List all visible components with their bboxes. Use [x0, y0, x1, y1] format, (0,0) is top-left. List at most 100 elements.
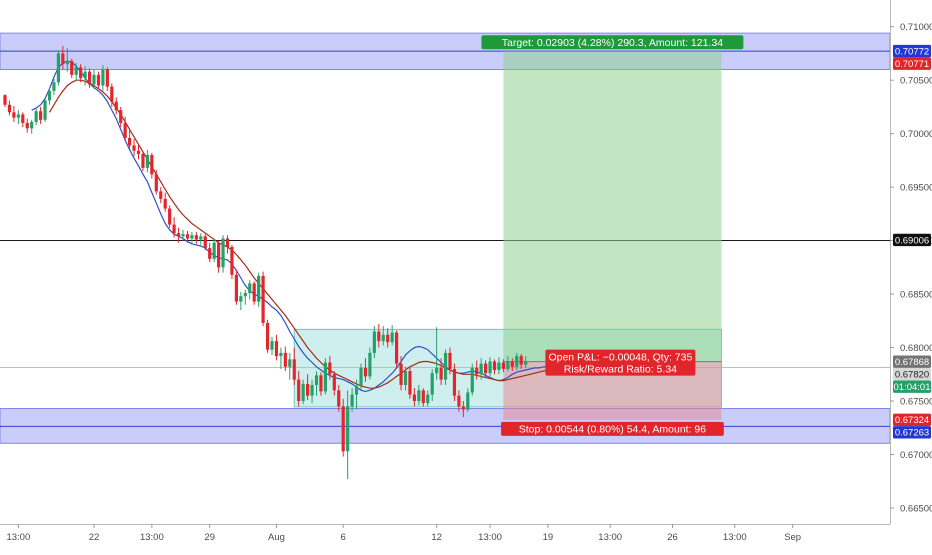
candle[interactable]	[34, 108, 38, 126]
candle[interactable]	[261, 271, 265, 327]
candle[interactable]	[421, 388, 425, 407]
candle[interactable]	[501, 359, 505, 373]
candle[interactable]	[461, 401, 465, 418]
candle[interactable]	[172, 217, 176, 238]
price-axis[interactable]: 0.710000.705000.700000.695000.690000.685…	[890, 22, 932, 514]
target-zone[interactable]	[503, 51, 722, 362]
candle[interactable]	[524, 356, 528, 368]
candle[interactable]	[328, 356, 332, 380]
candle[interactable]	[497, 357, 501, 375]
candle[interactable]	[150, 152, 154, 179]
candle[interactable]	[3, 94, 7, 107]
candle[interactable]	[283, 346, 287, 372]
candle[interactable]	[128, 130, 132, 150]
candles-layer[interactable]	[3, 45, 528, 480]
candle[interactable]	[368, 347, 372, 380]
candle[interactable]	[332, 371, 336, 396]
candle[interactable]	[208, 242, 212, 262]
candle[interactable]	[452, 363, 457, 402]
candle[interactable]	[123, 116, 127, 142]
candle[interactable]	[403, 366, 408, 391]
candle[interactable]	[323, 358, 327, 395]
candle[interactable]	[101, 65, 105, 91]
candle[interactable]	[181, 229, 185, 241]
candle[interactable]	[105, 67, 109, 91]
candle[interactable]	[25, 118, 29, 133]
candle[interactable]	[408, 367, 412, 399]
candle[interactable]	[510, 358, 514, 372]
time-axis[interactable]: 13:00 22 13:00 29 Aug 6 12 13:00 19 13:00 26 13:00 S…	[6, 524, 801, 543]
candle[interactable]	[274, 334, 279, 361]
candle[interactable]	[363, 358, 368, 382]
candle[interactable]	[257, 272, 261, 307]
candle[interactable]	[87, 68, 92, 88]
candle[interactable]	[448, 347, 452, 375]
candle[interactable]	[52, 78, 56, 96]
candle[interactable]	[439, 358, 443, 385]
candle[interactable]	[190, 232, 194, 243]
candle[interactable]	[239, 291, 243, 311]
candle[interactable]	[430, 368, 434, 402]
candle[interactable]	[390, 325, 394, 346]
candle[interactable]	[319, 372, 323, 396]
candle[interactable]	[39, 106, 43, 125]
candle[interactable]	[74, 63, 78, 82]
candle[interactable]	[359, 363, 363, 391]
candle[interactable]	[484, 360, 488, 378]
candle[interactable]	[426, 390, 430, 407]
candle[interactable]	[212, 238, 216, 262]
candle[interactable]	[230, 244, 234, 280]
candle[interactable]	[443, 349, 448, 385]
candle[interactable]	[279, 347, 283, 369]
candle[interactable]	[466, 388, 470, 412]
candle[interactable]	[417, 384, 421, 406]
candle[interactable]	[65, 48, 69, 72]
candle[interactable]	[185, 230, 190, 243]
candle[interactable]	[163, 192, 167, 212]
candle[interactable]	[145, 149, 149, 173]
candle[interactable]	[492, 359, 497, 375]
candle[interactable]	[341, 398, 345, 457]
candle[interactable]	[168, 205, 172, 228]
candle[interactable]	[61, 45, 65, 70]
candle[interactable]	[7, 100, 12, 116]
candle[interactable]	[176, 227, 181, 243]
candle[interactable]	[395, 330, 399, 369]
candle[interactable]	[243, 289, 247, 305]
candle[interactable]	[21, 112, 25, 128]
candle[interactable]	[399, 356, 403, 391]
candle[interactable]	[136, 144, 141, 160]
candle[interactable]	[301, 379, 305, 405]
candle[interactable]	[252, 281, 256, 305]
candle[interactable]	[350, 388, 354, 412]
candle[interactable]	[110, 83, 114, 107]
candle[interactable]	[412, 388, 416, 407]
candle[interactable]	[217, 240, 221, 273]
candle[interactable]	[248, 280, 252, 300]
candle[interactable]	[310, 379, 314, 404]
candle[interactable]	[519, 353, 523, 369]
candle[interactable]	[114, 97, 118, 115]
candle[interactable]	[354, 379, 359, 410]
candle[interactable]	[47, 87, 52, 105]
candle[interactable]	[372, 326, 376, 359]
candle[interactable]	[159, 187, 163, 204]
candle[interactable]	[270, 336, 274, 356]
candle[interactable]	[79, 64, 83, 83]
candle[interactable]	[381, 326, 385, 346]
candle[interactable]	[154, 170, 158, 195]
candle[interactable]	[119, 106, 123, 128]
candle[interactable]	[194, 232, 198, 244]
candle[interactable]	[16, 110, 20, 125]
candle[interactable]	[292, 347, 296, 385]
candle[interactable]	[346, 390, 350, 480]
candle[interactable]	[297, 371, 301, 407]
candle[interactable]	[12, 105, 16, 122]
candle[interactable]	[435, 327, 439, 380]
candle[interactable]	[234, 269, 238, 305]
candle[interactable]	[70, 58, 74, 79]
candle[interactable]	[203, 234, 207, 251]
candle[interactable]	[306, 374, 310, 400]
